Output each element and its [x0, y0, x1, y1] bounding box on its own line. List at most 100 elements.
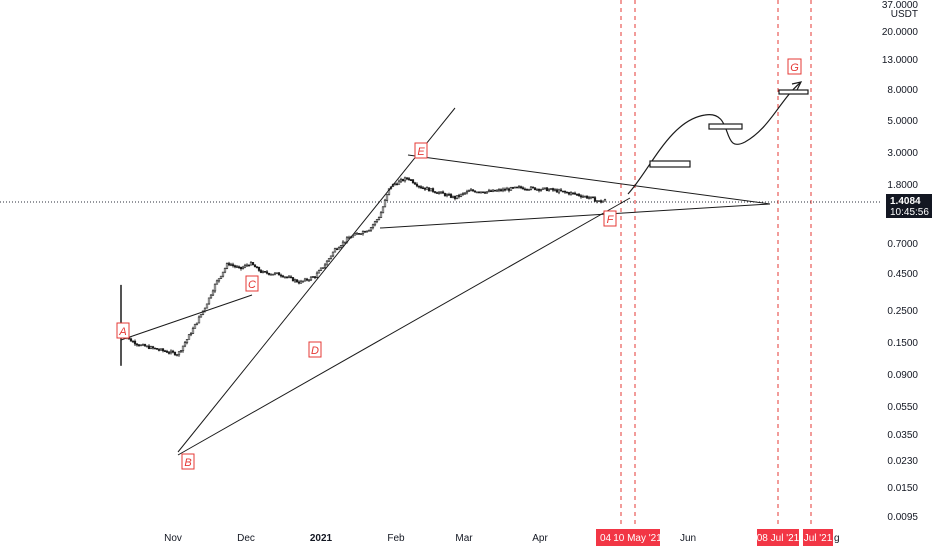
- candle-body: [381, 206, 385, 214]
- y-tick-label: 13.0000: [882, 55, 919, 66]
- candle-body: [325, 260, 329, 266]
- candle-body: [575, 193, 579, 196]
- candle-body: [169, 350, 173, 354]
- candle-body: [361, 231, 365, 234]
- candle-body: [237, 266, 241, 269]
- candle-body: [343, 241, 347, 244]
- wave-label-g: G: [787, 58, 802, 75]
- candle-body: [363, 231, 367, 233]
- candle-body: [175, 354, 179, 357]
- svg-text:1.4084: 1.4084: [890, 196, 921, 207]
- candle-body: [209, 294, 213, 299]
- candle-body: [211, 290, 215, 296]
- candle-body: [315, 272, 319, 278]
- candle-body: [449, 194, 453, 198]
- candle-body: [375, 219, 379, 222]
- candle-body: [303, 278, 307, 282]
- candle-body: [547, 189, 551, 192]
- candle-body: [521, 187, 525, 190]
- candle-body: [383, 199, 387, 208]
- candle-body: [601, 200, 605, 203]
- candle-body: [367, 229, 371, 232]
- candle-body: [295, 279, 299, 283]
- candle-body: [559, 189, 563, 192]
- candle-body: [417, 185, 421, 188]
- candle-body: [567, 192, 571, 195]
- candle-body: [455, 195, 459, 199]
- x-tick-label: g: [834, 533, 840, 544]
- candle-body: [563, 190, 567, 193]
- candle-body: [297, 281, 301, 284]
- candle-body: [335, 248, 339, 251]
- svg-text:Jul '21: Jul '21: [804, 533, 833, 544]
- candle-body: [291, 277, 295, 282]
- candle-body: [279, 274, 283, 277]
- candle-body: [243, 265, 247, 268]
- candle-body: [551, 188, 555, 191]
- candle-body: [457, 195, 461, 197]
- candle-body: [153, 347, 157, 350]
- candle-body: [511, 187, 515, 189]
- candle-body: [545, 187, 549, 192]
- candle-body: [597, 200, 601, 202]
- candle-body: [369, 227, 373, 231]
- target-box: [778, 89, 809, 95]
- candle-body: [377, 217, 381, 220]
- last-price-badge: 1.4084 10:45:56: [886, 194, 932, 218]
- candle-body: [235, 266, 239, 269]
- candle-body: [529, 186, 533, 190]
- candle-body: [473, 190, 477, 193]
- candle-body: [487, 190, 491, 192]
- time-axis[interactable]: Nov Dec 2021 Feb Mar Apr Jun 04 10 May '…: [164, 529, 840, 546]
- candle-body: [591, 196, 595, 199]
- candle-body: [289, 276, 293, 279]
- candle-body: [561, 190, 565, 193]
- candle-body: [429, 188, 433, 192]
- candle-body: [533, 187, 537, 191]
- candle-body: [173, 351, 177, 356]
- candle-body: [477, 191, 481, 194]
- candle-body: [317, 270, 321, 274]
- candle-body: [583, 195, 587, 198]
- x-tick-label: Feb: [387, 533, 405, 544]
- wave-labels: A B C D E F G: [116, 58, 802, 470]
- svg-text:B: B: [184, 457, 191, 469]
- candle-body: [365, 230, 369, 233]
- candle-body: [167, 352, 171, 354]
- trendline: [407, 154, 771, 205]
- date-marker-badge: 08 Jul '21: [757, 529, 800, 546]
- svg-text:F: F: [607, 214, 615, 226]
- candle-body: [281, 275, 285, 278]
- candle-body: [555, 189, 559, 193]
- candle-body: [513, 186, 517, 189]
- candle-body: [407, 178, 411, 180]
- candle-body: [255, 266, 259, 269]
- candle-body: [419, 186, 423, 189]
- wave-label-f: F: [603, 210, 617, 227]
- candle-body: [337, 247, 341, 250]
- wave-label-d: D: [308, 341, 322, 358]
- candle-body: [219, 275, 223, 279]
- candle-body: [593, 197, 597, 202]
- candle-body: [373, 221, 377, 226]
- date-marker-lines: [620, 0, 812, 528]
- price-axis[interactable]: 37.0000 USDT 20.0000 13.0000 8.0000 5.00…: [882, 0, 932, 523]
- candle-body: [135, 343, 139, 346]
- candle-body: [259, 270, 263, 273]
- candle-body: [399, 179, 403, 182]
- svg-text:10:45:56: 10:45:56: [890, 207, 929, 218]
- candle-body: [353, 233, 357, 236]
- candle-body: [221, 271, 225, 277]
- candle-body: [143, 344, 147, 347]
- candle-body: [313, 276, 317, 279]
- candle-body: [327, 258, 331, 262]
- candle-body: [491, 189, 495, 192]
- y-tick-label: 3.0000: [887, 148, 918, 159]
- candle-body: [181, 345, 185, 352]
- candle-body: [199, 314, 203, 318]
- candle-body: [341, 241, 345, 246]
- candle-body: [257, 266, 261, 271]
